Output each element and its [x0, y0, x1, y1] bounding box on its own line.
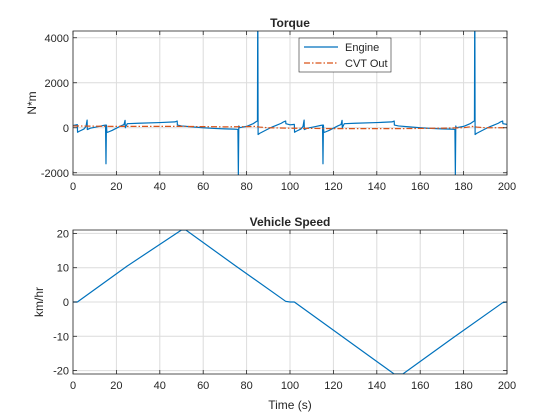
x-tick-label: 120 — [324, 181, 342, 193]
x-tick-label: 60 — [197, 181, 209, 193]
legend-box — [298, 37, 392, 73]
speed-axes: 0 20 40 60 80 100 120 140 160 180 200 -20 -10 0 10 20 V… — [32, 215, 516, 412]
x-tick-label: 180 — [454, 181, 472, 193]
y-tick-label: 4000 — [45, 33, 69, 45]
y-tick-label: -10 — [53, 331, 69, 343]
x-tick-label: 140 — [368, 181, 386, 193]
x-tick-label: 100 — [281, 181, 299, 193]
x-tick-label: 140 — [368, 380, 386, 392]
x-tick-label: 120 — [324, 380, 342, 392]
torque-axes: 0 20 40 60 80 100 120 140 160 180 200-200002000400… — [25, 16, 516, 193]
x-tick-label: 0 — [70, 181, 76, 193]
x-tick-label: 40 — [154, 181, 166, 193]
series-line-speed — [73, 230, 507, 374]
x-tick-label: 200 — [498, 380, 516, 392]
speed-xlabel: Time (s) — [268, 398, 312, 412]
x-tick-label: 20 — [110, 181, 122, 193]
torque-ylabel: N*m — [25, 91, 39, 114]
speed-ylabel: km/hr — [32, 287, 46, 317]
x-tick-label: 0 — [70, 380, 76, 392]
y-tick-label: -2000 — [41, 168, 69, 180]
speed-series-group — [73, 230, 507, 374]
x-tick-label: 20 — [110, 380, 122, 392]
torque-title: Torque — [270, 16, 310, 30]
x-tick-label: 80 — [240, 181, 252, 193]
x-tick-label: 160 — [411, 181, 429, 193]
legend-label-cvt-out: CVT Out — [345, 58, 388, 70]
series-line-engine — [73, 31, 507, 175]
y-tick-label: 0 — [63, 297, 69, 309]
y-tick-label: 10 — [57, 263, 69, 275]
speed-title: Vehicle Speed — [250, 215, 331, 229]
y-tick-label: 2000 — [45, 78, 69, 90]
x-tick-label: 80 — [240, 380, 252, 392]
x-tick-label: 180 — [454, 380, 472, 392]
torque-series-group — [73, 31, 507, 175]
torque-ticks: 0 20 40 60 80 100 120 140 160 180 200-200002000400… — [41, 31, 516, 193]
y-tick-label: 0 — [63, 123, 69, 135]
x-tick-label: 40 — [154, 380, 166, 392]
legend-label-engine: Engine — [345, 42, 379, 54]
x-tick-label: 60 — [197, 380, 209, 392]
x-tick-label: 160 — [411, 380, 429, 392]
x-tick-label: 100 — [281, 380, 299, 392]
speed-ticks: 0 20 40 60 80 100 120 140 160 180 200 -20 -10 0 10 20 — [53, 228, 516, 392]
y-tick-label: 20 — [57, 228, 69, 240]
x-tick-label: 200 — [498, 181, 516, 193]
y-tick-label: -20 — [53, 366, 69, 378]
torque-legend: Engine CVT Out — [298, 37, 392, 73]
